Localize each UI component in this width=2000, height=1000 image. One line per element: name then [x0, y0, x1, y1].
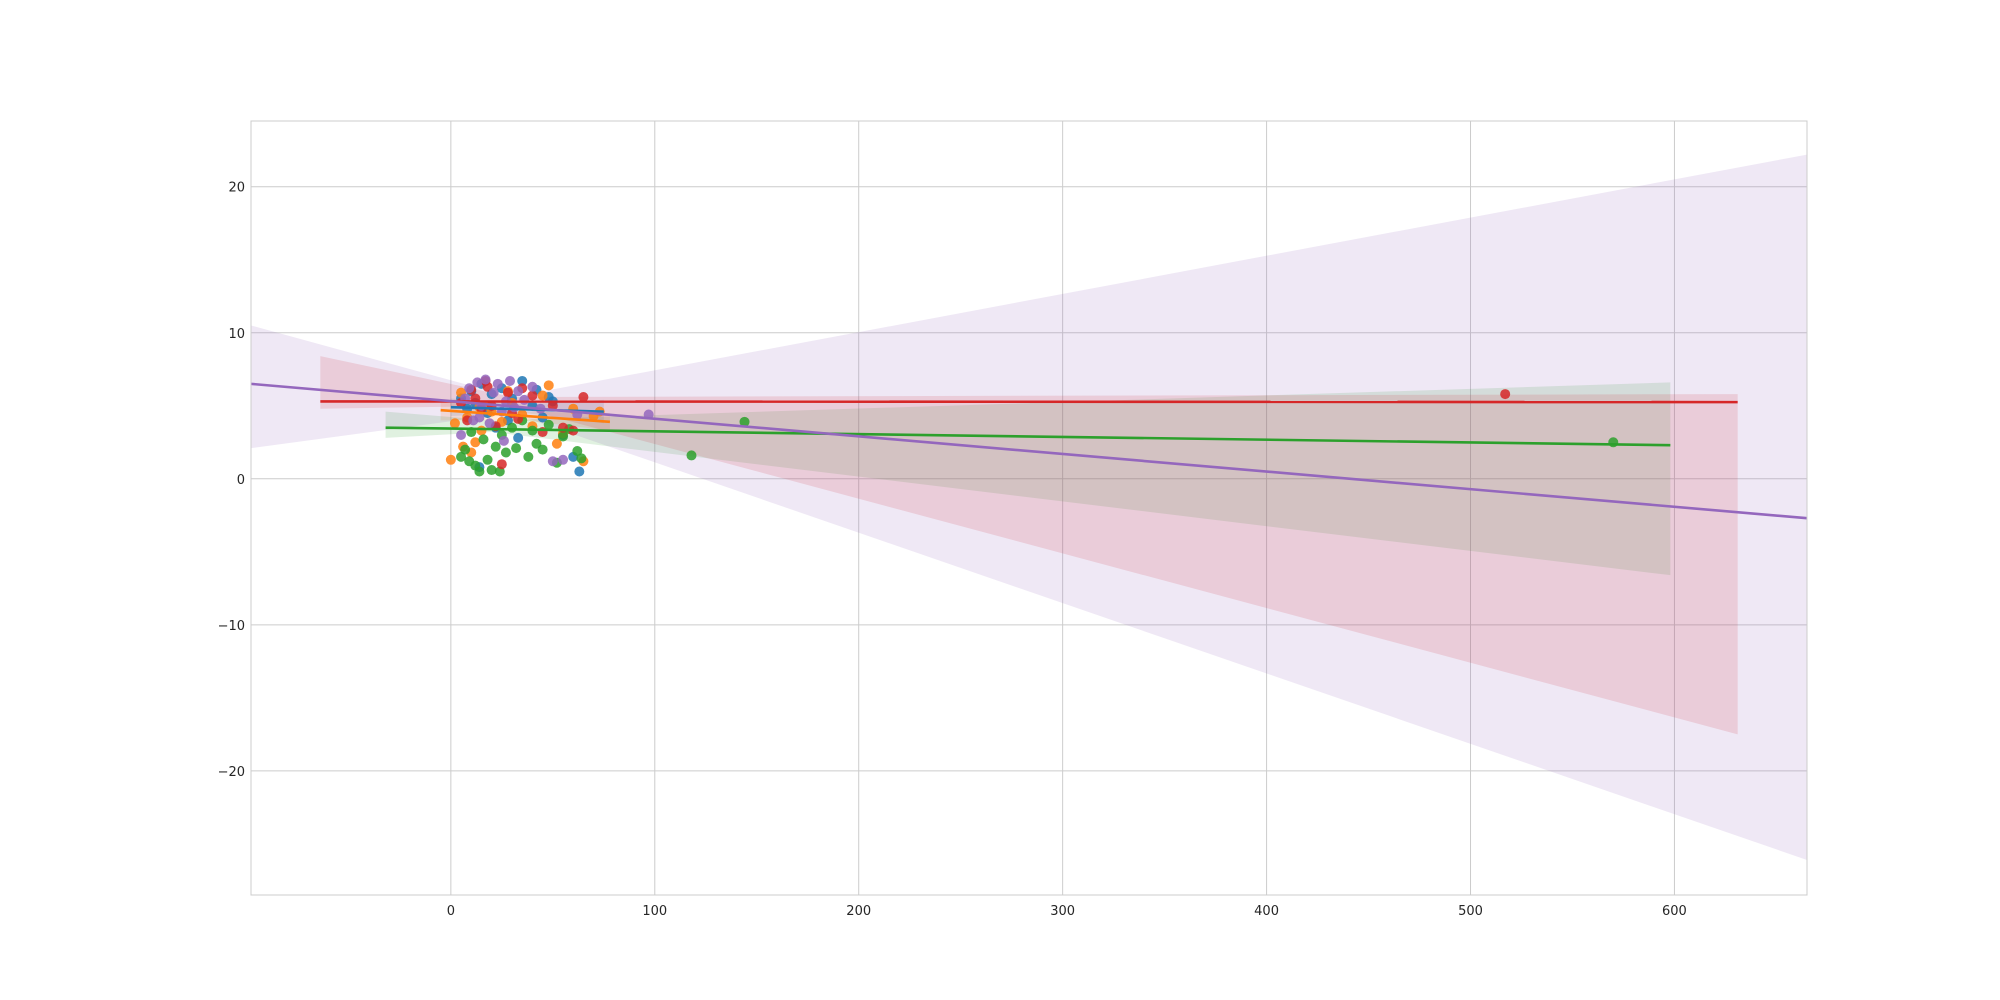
- data-point-series-0: [574, 466, 585, 477]
- data-point-series-4: [513, 386, 524, 397]
- data-point-series-4: [504, 375, 515, 386]
- data-point-series-4: [498, 435, 509, 446]
- data-point-series-1: [537, 390, 548, 401]
- data-point-series-3: [1500, 389, 1511, 400]
- data-point-series-4: [527, 381, 538, 392]
- data-point-series-3: [578, 392, 589, 403]
- y-tick-label: 20: [228, 181, 245, 196]
- data-point-series-2: [500, 447, 511, 458]
- tick-labels: 0 100 200 300 400 500 600 −20 −10 0 10 20: [218, 181, 1687, 919]
- x-tick-label: 300: [1050, 904, 1075, 919]
- data-point-series-2: [478, 434, 489, 445]
- data-point-series-2: [456, 451, 467, 462]
- data-point-series-3: [547, 400, 558, 411]
- data-point-series-1: [449, 418, 460, 429]
- grid-lines: [251, 121, 1807, 895]
- data-point-series-2: [739, 416, 750, 427]
- data-point-series-2: [537, 444, 548, 455]
- data-point-series-3: [502, 387, 513, 398]
- data-point-series-4: [480, 374, 491, 385]
- data-point-series-1: [445, 454, 456, 465]
- x-tick-label: 600: [1662, 904, 1687, 919]
- data-point-series-2: [511, 443, 522, 454]
- data-point-series-4: [558, 454, 569, 465]
- data-point-series-2: [486, 465, 497, 476]
- confidence-band-series-2: [385, 382, 1671, 576]
- plot-background: [251, 121, 1807, 895]
- data-point-series-1: [551, 438, 562, 449]
- data-point-series-2: [523, 451, 534, 462]
- x-tick-label: 200: [846, 904, 871, 919]
- confidence-band-series-3: [320, 356, 1738, 735]
- regression-line-series-3: [320, 400, 1738, 404]
- data-point-series-0: [513, 432, 524, 443]
- data-point-series-1: [476, 425, 487, 436]
- regression-line-series-4: [250, 382, 1808, 520]
- data-point-series-4: [464, 383, 475, 394]
- data-point-series-4: [547, 456, 558, 467]
- data-point-series-2: [543, 419, 554, 430]
- data-point-series-2: [572, 446, 583, 457]
- data-point-series-2: [507, 422, 518, 433]
- data-point-series-4: [488, 387, 499, 398]
- confidence-band-series-4: [251, 154, 1807, 860]
- data-point-series-1: [543, 380, 554, 391]
- y-tick-label: −20: [218, 765, 245, 780]
- plot-frame: [250, 120, 1808, 896]
- regression-lines: [250, 382, 1808, 520]
- data-point-series-2: [482, 454, 493, 465]
- regression-line-series-1: [440, 408, 611, 424]
- x-tick-label: 500: [1458, 904, 1483, 919]
- data-point-series-2: [576, 453, 587, 464]
- data-point-series-2: [558, 431, 569, 442]
- data-point-series-4: [484, 418, 495, 429]
- x-tick-label: 0: [447, 904, 455, 919]
- data-point-series-1: [470, 437, 481, 448]
- data-point-series-2: [1608, 437, 1619, 448]
- data-point-series-2: [460, 444, 471, 455]
- data-point-series-2: [464, 456, 475, 467]
- data-point-series-0: [517, 375, 528, 386]
- data-point-series-2: [686, 450, 697, 461]
- y-tick-label: 0: [237, 473, 245, 488]
- x-tick-label: 400: [1254, 904, 1279, 919]
- data-point-series-4: [519, 394, 530, 405]
- y-tick-label: 10: [228, 327, 245, 342]
- regression-line-series-2: [385, 426, 1671, 447]
- data-point-series-2: [490, 441, 501, 452]
- data-point-series-4: [492, 378, 503, 389]
- data-point-series-4: [456, 429, 467, 440]
- x-tick-label: 100: [642, 904, 667, 919]
- data-point-series-4: [474, 412, 485, 423]
- data-point-series-3: [496, 459, 507, 470]
- data-point-series-3: [527, 390, 538, 401]
- y-tick-label: −10: [218, 619, 245, 634]
- data-point-series-4: [472, 377, 483, 388]
- data-point-series-2: [474, 466, 485, 477]
